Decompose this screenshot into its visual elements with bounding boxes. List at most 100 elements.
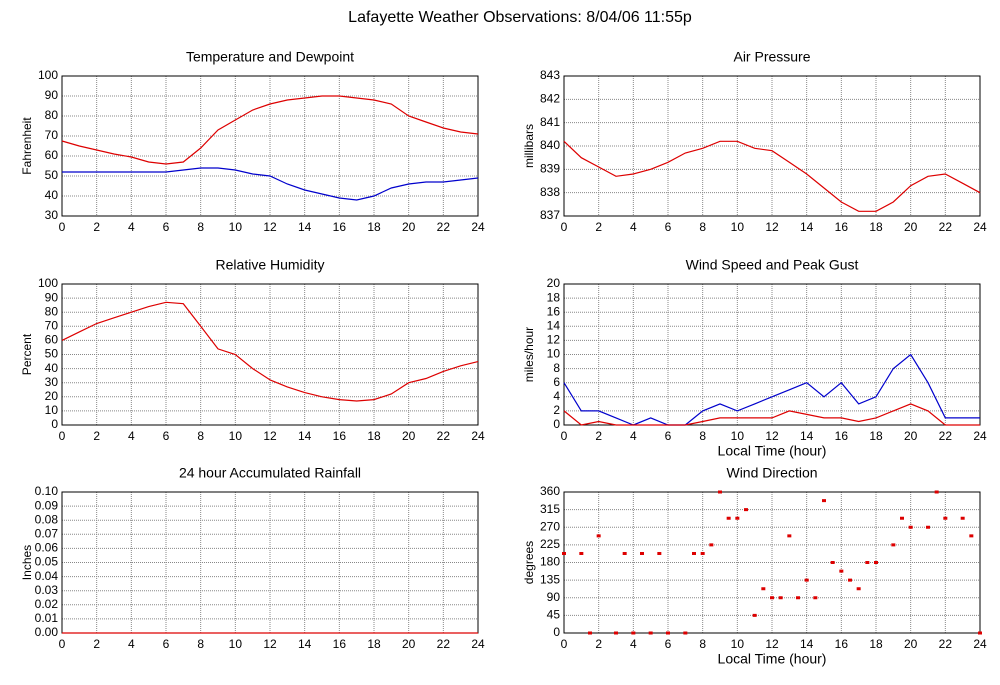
y-tick-label: 40 — [45, 361, 59, 375]
x-tick-label: 16 — [835, 637, 849, 651]
y-tick-label: 100 — [38, 276, 58, 290]
x-axis-label: Local Time (hour) — [718, 443, 827, 459]
y-tick-label: 0.10 — [35, 484, 59, 498]
x-tick-label: 0 — [59, 637, 66, 651]
y-axis-label: Fahrenheit — [20, 117, 34, 175]
data-point — [830, 561, 835, 564]
x-tick-label: 8 — [699, 429, 706, 443]
x-tick-label: 6 — [163, 220, 170, 234]
x-tick-label: 14 — [298, 429, 312, 443]
y-tick-label: 0.02 — [35, 597, 59, 611]
y-tick-label: 0.06 — [35, 541, 59, 555]
y-tick-label: 80 — [45, 304, 59, 318]
x-tick-label: 14 — [800, 429, 814, 443]
x-tick-label: 10 — [229, 220, 243, 234]
x-tick-label: 24 — [973, 429, 987, 443]
x-tick-label: 4 — [128, 429, 135, 443]
x-tick-label: 10 — [229, 637, 243, 651]
y-tick-label: 840 — [540, 138, 560, 152]
x-tick-label: 24 — [973, 220, 987, 234]
x-tick-label: 10 — [731, 220, 745, 234]
plot-frame — [563, 75, 981, 217]
y-tick-label: 180 — [540, 555, 560, 569]
x-tick-label: 2 — [93, 637, 100, 651]
data-point — [891, 543, 896, 547]
x-tick-label: 10 — [229, 429, 243, 443]
y-tick-label: 0 — [51, 417, 58, 431]
y-tick-label: 4 — [553, 389, 560, 403]
x-tick-label: 20 — [402, 637, 416, 651]
x-tick-label: 18 — [869, 220, 883, 234]
data-point — [969, 534, 974, 538]
data-line — [61, 301, 479, 402]
x-tick-label: 16 — [333, 429, 347, 443]
plot-frame — [563, 283, 981, 426]
x-tick-label: 22 — [939, 637, 953, 651]
data-point — [787, 534, 792, 538]
x-tick-label: 12 — [263, 637, 277, 651]
x-tick-label: 6 — [665, 637, 672, 651]
data-point — [770, 596, 774, 600]
y-tick-label: 2 — [553, 403, 560, 417]
x-tick-label: 0 — [59, 429, 66, 443]
data-point — [978, 631, 982, 635]
x-tick-label: 20 — [402, 220, 416, 234]
data-point — [865, 561, 870, 564]
data-point — [683, 631, 688, 635]
data-point — [960, 516, 965, 520]
x-tick-label: 0 — [59, 220, 66, 234]
y-tick-label: 40 — [45, 188, 59, 202]
x-tick-label: 24 — [471, 429, 485, 443]
data-point — [839, 569, 844, 573]
x-tick-label: 22 — [437, 220, 451, 234]
data-point — [588, 631, 592, 635]
x-tick-label: 24 — [471, 220, 485, 234]
chart-title: Wind Speed and Peak Gust — [686, 257, 859, 273]
data-point — [640, 551, 644, 555]
x-tick-label: 4 — [128, 220, 135, 234]
page-title: Lafayette Weather Observations: 8/04/06 … — [348, 9, 692, 26]
y-tick-label: 270 — [540, 519, 560, 533]
x-tick-label: 4 — [630, 429, 637, 443]
y-tick-label: 60 — [45, 333, 59, 347]
chart-title: 24 hour Accumulated Rainfall — [179, 465, 361, 481]
x-tick-label: 0 — [561, 220, 568, 234]
x-tick-label: 24 — [471, 637, 485, 651]
x-tick-label: 24 — [973, 637, 987, 651]
y-tick-label: 100 — [38, 68, 58, 82]
x-tick-label: 22 — [437, 429, 451, 443]
y-tick-label: 70 — [45, 128, 59, 142]
y-tick-label: 0.01 — [35, 611, 59, 625]
x-tick-label: 20 — [904, 220, 918, 234]
data-point — [622, 551, 627, 555]
y-tick-label: 225 — [540, 537, 560, 551]
data-line — [563, 403, 980, 426]
y-tick-label: 20 — [45, 389, 59, 403]
x-tick-label: 12 — [765, 637, 779, 651]
x-tick-label: 4 — [128, 637, 135, 651]
x-tick-label: 18 — [869, 429, 883, 443]
data-point — [822, 499, 826, 503]
data-point — [579, 551, 584, 555]
plot-frame — [61, 283, 479, 426]
x-tick-label: 8 — [197, 220, 204, 234]
data-point — [900, 516, 904, 520]
data-line — [62, 167, 479, 201]
y-tick-label: 12 — [547, 333, 561, 347]
x-tick-label: 18 — [869, 637, 883, 651]
y-tick-label: 839 — [540, 162, 560, 176]
y-axis-label: Inches — [20, 545, 34, 580]
x-tick-label: 12 — [765, 429, 779, 443]
data-point — [657, 551, 662, 555]
y-tick-label: 14 — [547, 318, 561, 332]
y-tick-label: 70 — [45, 318, 59, 332]
y-tick-label: 60 — [45, 148, 59, 162]
plot-frame — [61, 75, 479, 217]
y-tick-label: 80 — [45, 108, 59, 122]
data-point — [934, 490, 939, 494]
x-tick-label: 2 — [595, 429, 602, 443]
data-point — [692, 551, 696, 555]
y-tick-label: 90 — [45, 290, 59, 304]
x-tick-label: 8 — [197, 429, 204, 443]
